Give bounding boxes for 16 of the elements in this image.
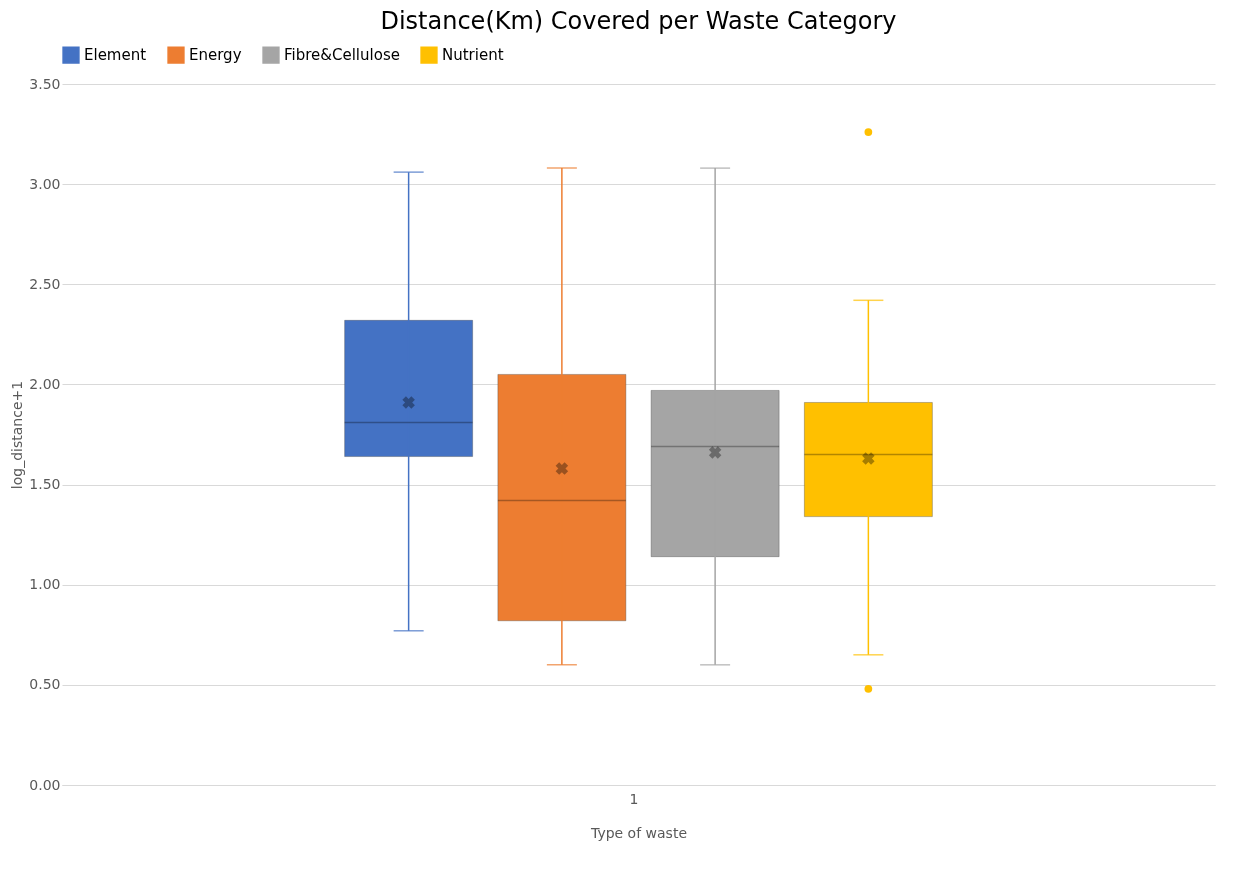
- legend-label: Element: [84, 46, 147, 65]
- legend-label: Fibre&Cellulose: [284, 46, 400, 65]
- legend-label: Nutrient: [442, 46, 504, 65]
- y-axis-title: log_distance+1: [9, 380, 26, 490]
- y-tick-label: 3.50: [29, 75, 61, 92]
- y-tick-label: 2.00: [29, 375, 61, 392]
- y-tick-label: 1.50: [29, 476, 61, 493]
- y-tick-label: 2.50: [29, 275, 61, 292]
- x-axis-title: Type of waste: [590, 824, 687, 841]
- legend-label: Energy: [189, 46, 242, 65]
- y-tick-label: 0.00: [29, 776, 61, 793]
- chart-title: Distance(Km) Covered per Waste Category: [380, 7, 897, 35]
- y-tick-label: 3.00: [29, 175, 61, 192]
- y-tick-label: 1.00: [29, 576, 61, 593]
- y-tick-label: 0.50: [29, 676, 61, 693]
- x-tick-label: 1: [629, 790, 639, 807]
